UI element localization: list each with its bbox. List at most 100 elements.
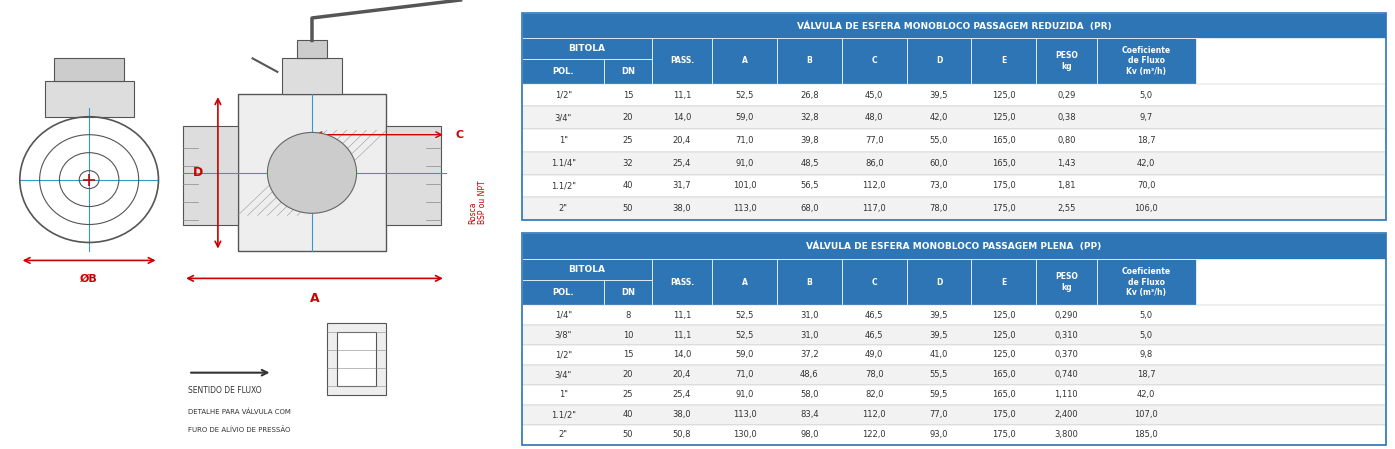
Text: 98,0: 98,0 xyxy=(801,430,819,439)
Bar xyxy=(522,84,1387,106)
Text: A: A xyxy=(310,292,319,305)
Bar xyxy=(1096,38,1196,84)
Text: 112,0: 112,0 xyxy=(862,410,886,419)
Text: 125,0: 125,0 xyxy=(992,311,1016,320)
Text: 50,8: 50,8 xyxy=(672,430,692,439)
Text: FURO DE ALÍVIO DE PRESSÃO: FURO DE ALÍVIO DE PRESSÃO xyxy=(188,427,290,433)
Text: 1/4": 1/4" xyxy=(555,311,572,320)
Text: C: C xyxy=(872,57,877,66)
Bar xyxy=(841,259,907,305)
Text: 5,0: 5,0 xyxy=(1140,311,1152,320)
Text: 52,5: 52,5 xyxy=(735,91,753,100)
Text: 48,6: 48,6 xyxy=(801,370,819,379)
Text: 1,81: 1,81 xyxy=(1057,181,1076,190)
Text: 14,0: 14,0 xyxy=(672,113,691,122)
Text: BITOLA: BITOLA xyxy=(569,265,605,274)
Bar xyxy=(522,325,1387,345)
Bar xyxy=(1036,38,1096,84)
Text: 185,0: 185,0 xyxy=(1134,430,1158,439)
Bar xyxy=(604,59,651,84)
Text: 113,0: 113,0 xyxy=(732,410,756,419)
Text: 101,0: 101,0 xyxy=(732,181,756,190)
Text: 20: 20 xyxy=(622,113,633,122)
Text: 9,7: 9,7 xyxy=(1140,113,1152,122)
Bar xyxy=(522,13,1387,38)
Text: 112,0: 112,0 xyxy=(862,181,886,190)
Text: 2": 2" xyxy=(559,204,568,213)
Text: 11,1: 11,1 xyxy=(672,330,691,339)
Text: 125,0: 125,0 xyxy=(992,113,1016,122)
Text: A: A xyxy=(742,57,748,66)
Text: 39,5: 39,5 xyxy=(929,330,949,339)
Text: 77,0: 77,0 xyxy=(929,410,949,419)
Text: C: C xyxy=(872,277,877,286)
Text: Coeficiente
de Fluxo
Kv (m³/h): Coeficiente de Fluxo Kv (m³/h) xyxy=(1122,46,1170,76)
Text: 38,0: 38,0 xyxy=(672,410,692,419)
Text: DN: DN xyxy=(621,67,635,76)
Text: 78,0: 78,0 xyxy=(929,204,949,213)
Text: 31,7: 31,7 xyxy=(672,181,692,190)
Text: 1.1/4": 1.1/4" xyxy=(551,158,576,168)
Text: 40: 40 xyxy=(622,410,633,419)
Text: POL.: POL. xyxy=(552,288,575,297)
Text: A: A xyxy=(742,277,748,286)
Text: 48,5: 48,5 xyxy=(801,158,819,168)
Text: 25: 25 xyxy=(622,390,633,399)
Bar xyxy=(282,58,342,94)
Text: 20: 20 xyxy=(622,370,633,379)
Text: VÁLVULA DE ESFERA MONOBLOCO PASSAGEM REDUZIDA  (PR): VÁLVULA DE ESFERA MONOBLOCO PASSAGEM RED… xyxy=(797,21,1112,31)
Text: DN: DN xyxy=(621,288,635,297)
Text: 0,29: 0,29 xyxy=(1057,91,1076,100)
Text: 40: 40 xyxy=(622,181,633,190)
Text: 59,0: 59,0 xyxy=(735,113,753,122)
Text: 71,0: 71,0 xyxy=(735,136,753,145)
Text: Coeficiente
de Fluxo
Kv (m³/h): Coeficiente de Fluxo Kv (m³/h) xyxy=(1122,267,1170,297)
Text: 165,0: 165,0 xyxy=(992,370,1016,379)
Text: 11,1: 11,1 xyxy=(672,91,691,100)
Text: 0,290: 0,290 xyxy=(1055,311,1078,320)
Text: E: E xyxy=(1002,277,1006,286)
Text: 175,0: 175,0 xyxy=(992,204,1016,213)
Text: 78,0: 78,0 xyxy=(865,370,883,379)
Text: 117,0: 117,0 xyxy=(862,204,886,213)
Text: 5,0: 5,0 xyxy=(1140,91,1152,100)
Text: 55,0: 55,0 xyxy=(930,136,949,145)
Text: 18,7: 18,7 xyxy=(1137,370,1155,379)
Text: 3/8": 3/8" xyxy=(555,330,572,339)
Text: POL.: POL. xyxy=(552,67,575,76)
Text: 3/4": 3/4" xyxy=(555,113,572,122)
Text: 77,0: 77,0 xyxy=(865,136,883,145)
Text: 3,800: 3,800 xyxy=(1055,430,1078,439)
Bar xyxy=(522,197,1387,220)
Text: 20,4: 20,4 xyxy=(672,370,691,379)
Text: E: E xyxy=(1002,57,1006,66)
Text: 175,0: 175,0 xyxy=(992,181,1016,190)
Bar xyxy=(522,59,604,84)
Text: 1": 1" xyxy=(559,390,568,399)
Bar xyxy=(522,345,1387,365)
Bar xyxy=(522,106,1387,129)
Text: D: D xyxy=(936,57,942,66)
Bar xyxy=(651,259,713,305)
Text: B: B xyxy=(806,57,812,66)
Text: 50: 50 xyxy=(622,430,633,439)
Text: 39,5: 39,5 xyxy=(929,91,949,100)
Bar xyxy=(522,365,1387,385)
Text: 82,0: 82,0 xyxy=(865,390,883,399)
Text: PESO
kg: PESO kg xyxy=(1055,51,1078,70)
Text: 107,0: 107,0 xyxy=(1134,410,1158,419)
Bar xyxy=(971,38,1036,84)
Text: 25: 25 xyxy=(622,136,633,145)
Text: 41,0: 41,0 xyxy=(930,351,949,360)
Text: 38,0: 38,0 xyxy=(672,204,692,213)
Text: PASS.: PASS. xyxy=(670,277,695,286)
Text: 32: 32 xyxy=(622,158,633,168)
Text: 175,0: 175,0 xyxy=(992,430,1016,439)
Text: 165,0: 165,0 xyxy=(992,390,1016,399)
Bar xyxy=(386,126,441,224)
Text: B: B xyxy=(806,277,812,286)
Text: 59,5: 59,5 xyxy=(930,390,949,399)
Text: 59,0: 59,0 xyxy=(735,351,753,360)
Text: 1/2": 1/2" xyxy=(555,91,572,100)
Text: 125,0: 125,0 xyxy=(992,330,1016,339)
